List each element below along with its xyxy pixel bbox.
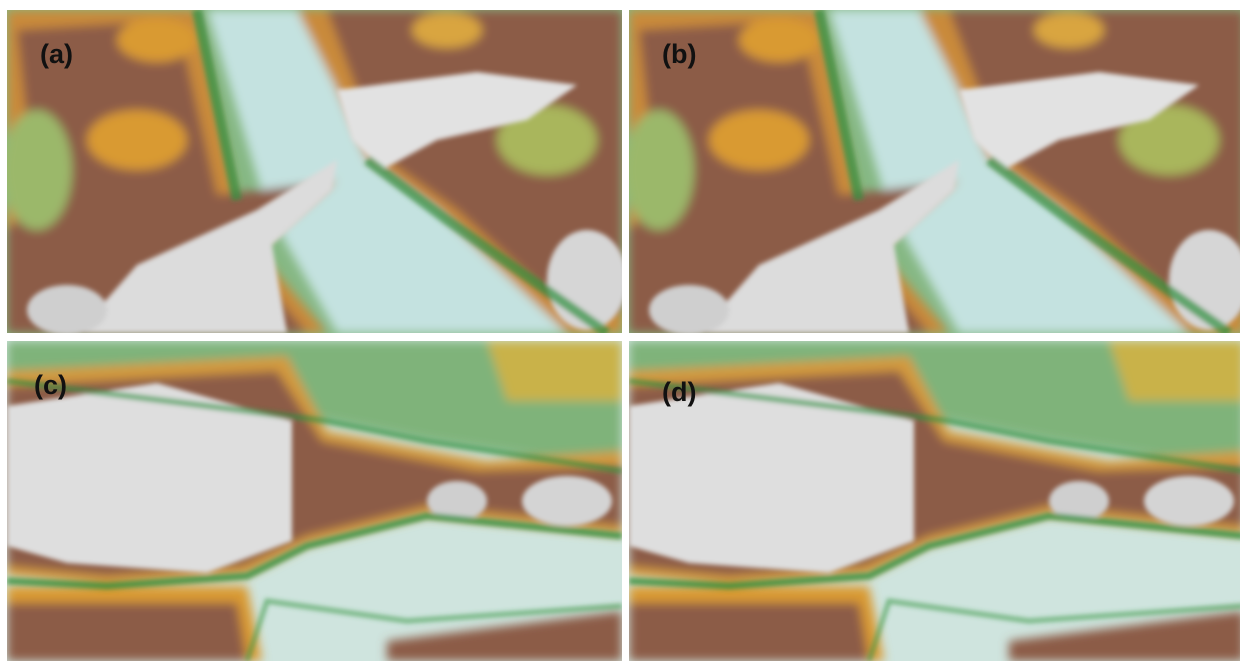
panel-label: (d) bbox=[662, 377, 696, 407]
panel-d bbox=[629, 341, 1240, 661]
panel-c bbox=[7, 341, 622, 661]
panel-b bbox=[624, 10, 1240, 335]
figure: (a) (b) (c) (d) bbox=[0, 0, 1240, 661]
panel-a bbox=[2, 10, 627, 335]
panel-label: (b) bbox=[662, 39, 696, 69]
panel-label: (c) bbox=[34, 370, 67, 400]
panel-label: (a) bbox=[40, 39, 73, 69]
